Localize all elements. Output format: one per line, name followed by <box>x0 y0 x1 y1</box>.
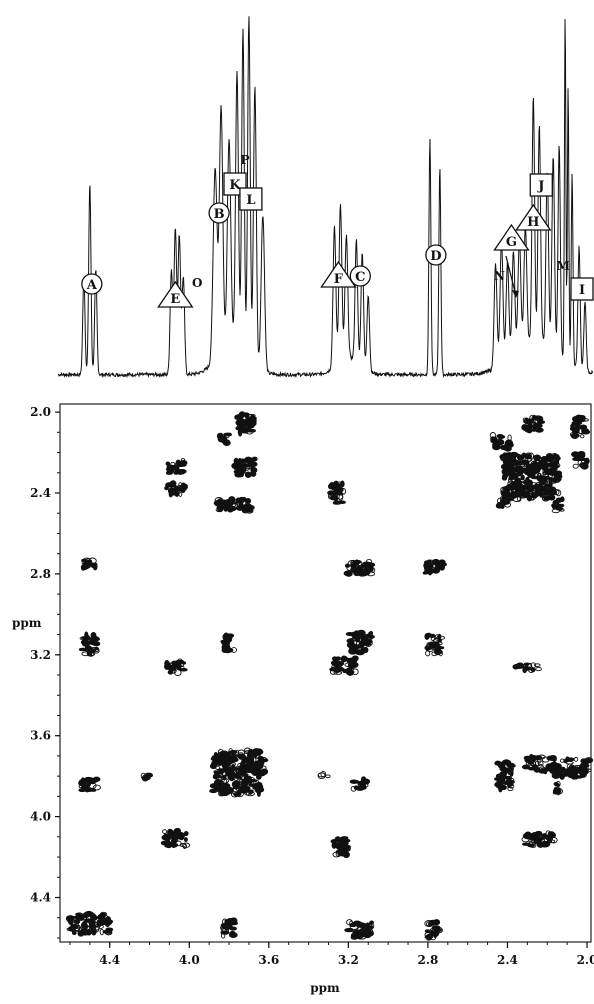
cross-peak <box>349 776 371 792</box>
cross-peak <box>165 458 188 475</box>
cross-peak <box>213 496 255 514</box>
svg-text:E: E <box>170 292 180 307</box>
y-tick-label: 2.0 <box>30 405 51 419</box>
x-tick-label: 2.8 <box>417 953 438 967</box>
cross-peak <box>78 776 101 793</box>
y-tick-label: 2.4 <box>30 486 51 500</box>
peak-label-j: J <box>529 173 553 197</box>
y-tick-label: 3.2 <box>30 648 51 662</box>
cross-peak <box>344 919 375 940</box>
peak-label-f: F <box>320 260 357 288</box>
axes: 4.4 4.0 3.6 3.2 2.8 2.4 2.0 2.0 2.4 2.8 3.2 3.6 4.0 4… <box>30 405 594 967</box>
cross-peak <box>571 451 590 470</box>
svg-text:K: K <box>229 178 241 193</box>
1d-spectrum-projection <box>57 16 594 379</box>
cross-peak <box>220 917 239 939</box>
cross-peak <box>80 557 98 571</box>
svg-text:N: N <box>494 269 505 283</box>
x-tick-label: 3.2 <box>338 953 359 967</box>
svg-text:O: O <box>192 276 202 290</box>
cross-peak <box>209 747 269 798</box>
peak-label-g: G <box>493 223 530 251</box>
peak-label-h: H <box>515 203 552 231</box>
cross-peak <box>327 480 347 505</box>
x-axis-title: ppm <box>310 981 340 995</box>
cross-peak <box>499 451 563 503</box>
x-tick-label: 3.6 <box>258 953 279 967</box>
g-arrow-head <box>512 290 519 298</box>
peak-label-p: P <box>240 153 249 167</box>
g-arrow <box>505 255 517 297</box>
svg-text:M: M <box>557 259 570 273</box>
cross-peak <box>551 496 565 514</box>
cross-peak <box>216 432 232 446</box>
peak-label-o: O <box>192 276 202 290</box>
y-axis-title: ppm <box>12 616 42 630</box>
svg-text:C: C <box>355 270 365 285</box>
y-tick-label: 2.8 <box>30 567 51 581</box>
svg-text:J: J <box>537 179 544 194</box>
svg-text:L: L <box>246 193 255 208</box>
y-tick-label: 3.6 <box>30 729 51 743</box>
cross-peak <box>489 432 514 452</box>
cross-peak <box>345 629 375 656</box>
peak-label-c: C <box>349 265 371 287</box>
y-tick-label: 4.0 <box>30 810 51 824</box>
cross-peak <box>160 827 191 849</box>
cross-peak <box>343 558 376 577</box>
svg-text:F: F <box>334 272 344 287</box>
cross-peak <box>234 411 257 437</box>
cross-peak <box>424 919 443 941</box>
svg-text:B: B <box>214 207 225 222</box>
cross-peak <box>231 456 258 478</box>
cross-peak <box>521 414 546 434</box>
peak-labels: A EO BKP L F C D G N J H MI <box>81 153 594 308</box>
svg-text:H: H <box>527 215 539 230</box>
cross-peak <box>494 759 516 793</box>
svg-text:I: I <box>579 283 585 298</box>
cross-peak <box>569 414 591 439</box>
cross-peak <box>78 631 101 657</box>
peak-label-a: A <box>81 273 103 295</box>
cross-peak <box>552 780 563 796</box>
x-tick-label: 4.0 <box>179 953 200 967</box>
contour-plot-frame <box>59 403 592 943</box>
cross-peak <box>521 830 558 848</box>
spectrum-trace <box>57 16 594 379</box>
cross-peak <box>65 910 114 937</box>
y-tick-label: 4.4 <box>30 891 51 905</box>
svg-text:P: P <box>240 153 249 167</box>
cross-peak <box>329 655 359 676</box>
x-tick-label: 2.0 <box>577 953 594 967</box>
x-tick-label: 2.4 <box>497 953 518 967</box>
cross-peak <box>317 771 331 780</box>
svg-text:G: G <box>506 235 517 250</box>
peak-label-e: E <box>157 280 194 308</box>
cross-peak <box>550 756 594 780</box>
peak-label-m: M <box>557 259 570 273</box>
cross-peak <box>512 662 542 674</box>
cross-peak <box>220 632 237 654</box>
cross-peak <box>164 480 188 498</box>
svg-text:A: A <box>86 278 98 293</box>
cross-peak <box>330 836 351 859</box>
peak-label-b: B <box>208 202 230 224</box>
peak-label-d: D <box>425 244 447 266</box>
cross-peak-contours <box>65 411 594 941</box>
peak-label-l: L <box>239 187 263 211</box>
peak-label-n: N <box>494 269 505 283</box>
cross-peak <box>495 495 512 509</box>
cross-peak <box>140 772 154 782</box>
cross-peak <box>424 632 446 657</box>
svg-text:D: D <box>430 249 441 264</box>
cross-peak <box>164 658 188 676</box>
x-tick-label: 4.4 <box>99 953 120 967</box>
peak-label-i: I <box>570 277 594 301</box>
cross-peak <box>422 558 448 576</box>
